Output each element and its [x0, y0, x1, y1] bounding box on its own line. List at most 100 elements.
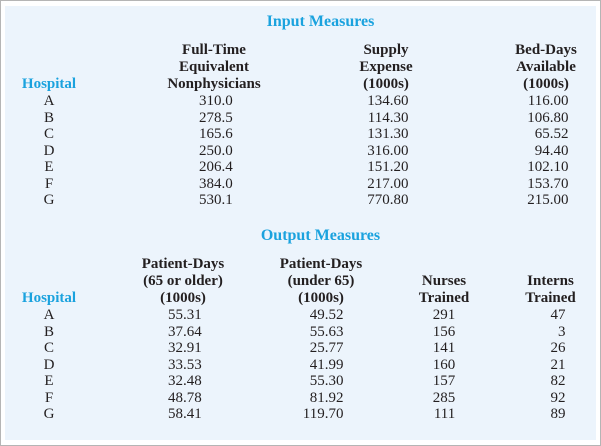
input-hospital-column: Hospital A B C D E F G [13, 41, 85, 209]
table-cell: 291 [391, 307, 497, 324]
table-cell: 770.80 [301, 192, 471, 209]
table-cell: 119.70 [253, 406, 389, 423]
value: 119.70 [302, 406, 344, 422]
value: 131.30 [367, 126, 409, 142]
value: 206.4 [199, 159, 233, 175]
table-cell: 41.99 [253, 357, 389, 374]
table-cell: 37.64 [115, 324, 251, 341]
table-cell: 530.1 [129, 192, 299, 209]
table-cell: 217.00 [301, 176, 471, 193]
table-cell: 32.91 [115, 340, 251, 357]
table-cell: 134.60 [301, 93, 471, 110]
value: 102.10 [527, 159, 569, 175]
output-hospital-column: Hospital A B C D E F G [13, 255, 85, 423]
table-cell: 156 [391, 324, 497, 341]
value: 58.41 [168, 406, 202, 422]
input-fte-header: Full-Time Equivalent Nonphysicians [167, 42, 261, 92]
output-nurses-column: Nurses Trained 291 156 141 160 157 285 1… [391, 255, 497, 423]
value: 134.60 [367, 93, 409, 109]
input-measures-title: Input Measures [266, 13, 375, 30]
input-beddays-column: Bed-Days Available (1000s) 116.00 106.80… [494, 41, 598, 209]
output-measures-title: Output Measures [260, 227, 381, 244]
table-cell: 206.4 [129, 159, 299, 176]
input-beddays-header: Bed-Days Available (1000s) [515, 42, 577, 92]
table-cell: 92 [499, 390, 600, 407]
table-cell: 160 [391, 357, 497, 374]
value: 3 [558, 323, 566, 340]
value: 165.6 [199, 126, 233, 142]
table-cell: A [43, 307, 55, 323]
value: 25.77 [309, 340, 344, 356]
value: 81.92 [309, 389, 344, 406]
output-interns-header: Interns Trained [525, 273, 576, 306]
table-cell: 49.52 [253, 307, 389, 324]
input-supply-header: Supply Expense (1000s) [359, 42, 413, 92]
value: 250.0 [199, 142, 233, 159]
value: 157 [432, 373, 456, 389]
value: 89 [550, 406, 566, 422]
value: 217.00 [367, 175, 409, 192]
value: 55.30 [309, 373, 344, 389]
value: 33.53 [168, 356, 202, 373]
output-hospital-header: Hospital [21, 290, 77, 306]
table-cell: 55.30 [253, 373, 389, 390]
value: 114.30 [367, 109, 409, 126]
table-cell: 151.20 [301, 159, 471, 176]
value: 47 [550, 307, 566, 323]
table-cell: G [43, 192, 55, 208]
table-cell: 106.80 [494, 110, 598, 127]
table-cell: F [44, 175, 54, 192]
table-cell: 278.5 [129, 110, 299, 127]
value: 310.0 [199, 93, 233, 109]
figure-panel [5, 6, 596, 440]
table-cell: C [43, 126, 54, 142]
value: 26 [550, 340, 566, 356]
table-cell: D [43, 142, 55, 159]
table-cell: 21 [499, 356, 600, 374]
value: 21 [550, 356, 566, 373]
value: 111 [433, 406, 456, 422]
table-cell: 26 [499, 340, 600, 357]
table-cell: 153.70 [494, 176, 598, 193]
table-cell: 3 [499, 323, 600, 341]
output-pdu65-column: Patient-Days (under 65) (1000s) 49.52 55… [253, 255, 389, 423]
value: 285 [432, 389, 456, 406]
table-cell: C [43, 340, 54, 356]
table-cell: B [43, 323, 54, 340]
table-cell: 316.00 [301, 143, 471, 160]
table-cell: G [43, 406, 55, 422]
value: 141 [432, 340, 456, 356]
value: 55.63 [309, 323, 344, 340]
table-cell: E [44, 373, 54, 389]
value: 770.80 [367, 192, 409, 208]
value: 151.20 [367, 159, 409, 175]
value: 106.80 [527, 109, 569, 126]
value: 116.00 [527, 93, 569, 109]
table-cell: F [44, 389, 54, 406]
table-cell: 111 [391, 406, 497, 423]
input-supply-column: Supply Expense (1000s) 134.60 114.30 131… [301, 41, 471, 209]
table-cell: 384.0 [129, 176, 299, 193]
value: 291 [432, 307, 456, 323]
value: 48.78 [168, 389, 202, 406]
table-cell: B [43, 109, 54, 126]
input-fte-column: Full-Time Equivalent Nonphysicians 310.0… [129, 41, 299, 209]
output-interns-column: Interns Trained 47 3 26 21 82 92 89 [499, 255, 600, 423]
value: 82 [550, 373, 566, 389]
value: 41.99 [309, 356, 344, 373]
table-cell: 89 [499, 406, 600, 423]
value: 49.52 [309, 307, 344, 323]
table-cell: 32.48 [115, 373, 251, 390]
value: 32.48 [168, 373, 202, 389]
table-cell: E [44, 159, 54, 175]
table-cell: 65.52 [494, 126, 598, 143]
value: 215.00 [527, 192, 569, 208]
output-pd65-header: Patient-Days (65 or older) (1000s) [141, 256, 225, 306]
value: 384.0 [199, 175, 233, 192]
table-cell: 55.63 [253, 324, 389, 341]
table-cell: 94.40 [494, 143, 598, 160]
output-pdu65-header: Patient-Days (under 65) (1000s) [279, 256, 363, 306]
value: 156 [432, 323, 456, 340]
table-cell: 215.00 [494, 192, 598, 209]
